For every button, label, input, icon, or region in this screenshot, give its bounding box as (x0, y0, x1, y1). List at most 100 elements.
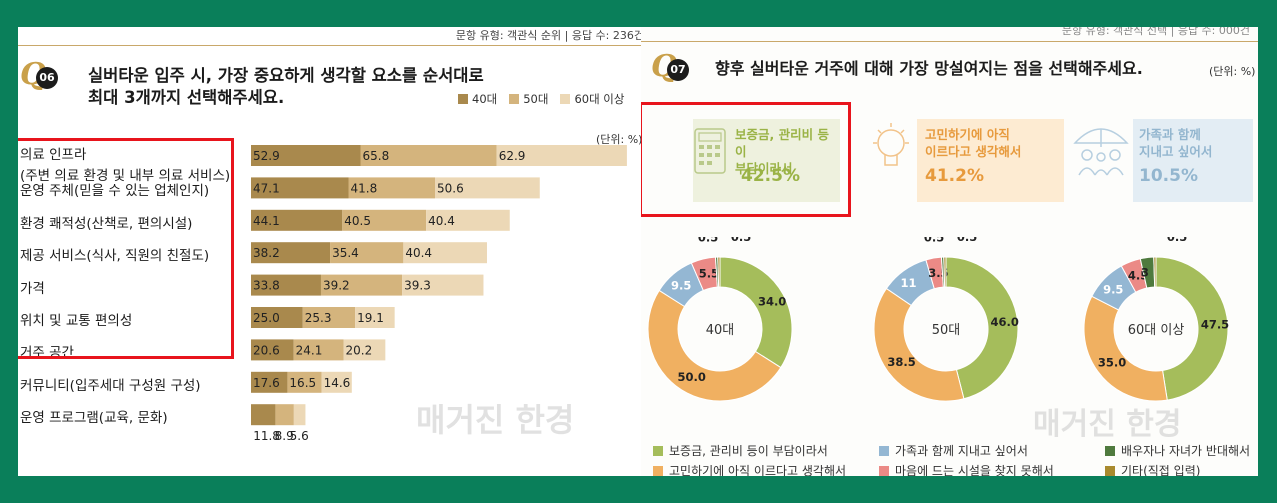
question-number: 06 (36, 67, 58, 89)
bar-value-label: 16.5 (289, 376, 316, 390)
header-rule (18, 45, 650, 46)
bar-segment (320, 274, 403, 296)
bar-segment (251, 177, 349, 199)
legend-swatch (458, 94, 468, 104)
bar-value-label: 50.6 (437, 181, 464, 195)
legend-swatch (879, 445, 889, 456)
bar-segment (360, 145, 497, 166)
legend-item-60s: 60대 이상 (560, 91, 624, 107)
bar-value-label: 40.5 (344, 214, 371, 228)
bar-value-label: 17.6 (253, 376, 280, 390)
card-text: 고민하기에 아직 이르다고 생각해서 (925, 126, 1021, 160)
legend-swatch (653, 465, 663, 476)
donut-value-label: 50.0 (677, 370, 705, 384)
bar-segment (330, 242, 404, 264)
card-percent: 41.2% (925, 166, 984, 186)
donut-value-label: 0.5 (698, 237, 718, 244)
bar-segment (348, 177, 436, 199)
card-line2: 지내고 싶어서 (1139, 144, 1213, 159)
donut-60s: 47.5 35.0 9.5 4.5 3 0.5 60대 이상 (1071, 230, 1241, 407)
unit-label: (단위: %) (1209, 65, 1256, 78)
bar-segment (342, 209, 427, 231)
bar-segment (302, 307, 356, 328)
card-line1: 가족과 함께 (1139, 127, 1201, 142)
bar-segment (251, 339, 294, 361)
legend-swatch (1105, 465, 1115, 476)
donut-value-label: 34.0 (758, 295, 786, 309)
response-meta: 문항 유형: 객관식 선택 | 응답 수: 000건 (1061, 27, 1250, 37)
legend-label: 고민하기에 아직 이르다고 생각해서 (669, 464, 847, 476)
category-label: 가격 (20, 280, 45, 297)
donut-value-label: 0.5 (731, 237, 751, 244)
bar-value-label: 40.4 (405, 246, 432, 260)
bar-value-label: 25.3 (305, 311, 332, 325)
bar-value-label: 8.9 (275, 429, 294, 443)
donut-value-label: 9.5 (1103, 282, 1123, 296)
donut-legend-item: 가족과 함께 지내고 싶어서 (879, 442, 1028, 459)
card-line1: 보증금, 관리비 등이 (735, 127, 829, 159)
bar-segment (251, 242, 331, 264)
category-label: 환경 쾌적성(산책로, 편의시설) (20, 215, 193, 232)
question-number: 07 (667, 59, 689, 81)
category-label: 의료 인프라 (20, 147, 87, 163)
bar-segment (251, 209, 343, 231)
category-label: 운영 프로그램(교육, 문화) (20, 410, 168, 427)
category-label: 위치 및 교통 편의성 (20, 313, 133, 329)
donut-slice (945, 256, 1019, 400)
watermark: 매거진 한경 (416, 401, 575, 439)
donut-value-label: 11 (900, 276, 916, 290)
donut-slice (943, 256, 947, 288)
donut-slice (719, 256, 793, 369)
card-line2: 부담이라서 (735, 161, 793, 176)
donut-center-label: 60대 이상 (1128, 323, 1185, 338)
legend-label: 50대 (523, 92, 549, 106)
donut-value-label: 35.0 (1098, 356, 1126, 370)
donut-value-label: 9.5 (671, 279, 691, 293)
bar-segment (426, 209, 510, 231)
donut-value-label: 0.5 (957, 237, 977, 244)
card-percent: 10.5% (1139, 166, 1198, 186)
bar-value-label: 25.0 (253, 311, 280, 325)
bar-value-label: 24.1 (296, 343, 323, 357)
donut-slice (1153, 256, 1157, 288)
bar-value-label: 11.8 (253, 429, 280, 443)
bar-value-label: 5.6 (290, 429, 309, 443)
bar-value-label: 35.4 (332, 246, 359, 260)
bar-value-label: 65.8 (363, 149, 390, 163)
bar-value-label: 52.9 (253, 149, 280, 163)
question-title: 향후 실버타운 거주에 대해 가장 망설여지는 점을 선택해주세요. (715, 59, 1143, 78)
highlight-box (641, 102, 851, 217)
question-title-line2: 최대 3개까지 선택해주세요. (88, 88, 285, 107)
legend-item-50s: 50대 (509, 91, 548, 107)
card-family: 가족과 함께 지내고 싶어서 10.5% (1073, 119, 1253, 202)
category-label: 제공 서비스(식사, 직원의 친절도) (20, 248, 210, 265)
bar-segment (251, 145, 361, 166)
legend-label: 40대 (472, 92, 498, 106)
card-too-early: 고민하기에 아직 이르다고 생각해서 41.2% (873, 119, 1064, 202)
bar-value-label: 41.8 (350, 181, 377, 195)
card-line2: 이르다고 생각해서 (925, 144, 1022, 159)
bar-segment (402, 274, 484, 296)
donut-legend-item: 배우자나 자녀가 반대해서 (1105, 442, 1250, 459)
calculator-icon (694, 128, 726, 174)
legend-label: 배우자나 자녀가 반대해서 (1121, 444, 1251, 458)
legend-label: 기타(직접 입력) (1121, 464, 1201, 476)
bar-segment (251, 274, 321, 296)
donut-50s: 46.0 38.5 11 3.5 0.5 0.5 50대 (861, 230, 1031, 407)
donut-value-label: 38.5 (887, 355, 915, 369)
legend-item-40s: 40대 (458, 91, 497, 107)
legend-label: 가족과 함께 지내고 싶어서 (895, 444, 1028, 458)
donut-slice (717, 256, 721, 288)
bar-value-label: 62.9 (499, 149, 526, 163)
question-badge: Q 07 (651, 49, 695, 84)
category-label: 커뮤니티(입주세대 구성원 구성) (20, 377, 201, 394)
category-sublabel: (주변 의료 환경 및 내부 의료 서비스) (20, 168, 231, 184)
donut-center-label: 50대 (932, 323, 961, 338)
bar-value-label: 38.2 (253, 246, 280, 260)
legend-swatch (560, 94, 571, 104)
bar-segment (287, 371, 322, 393)
legend-label: 마음에 드는 시설을 찾지 못해서 (895, 464, 1054, 476)
card-cost: 보증금, 관리비 등이 부담이라서 42.5% (693, 119, 840, 202)
bar-segment (275, 404, 294, 426)
